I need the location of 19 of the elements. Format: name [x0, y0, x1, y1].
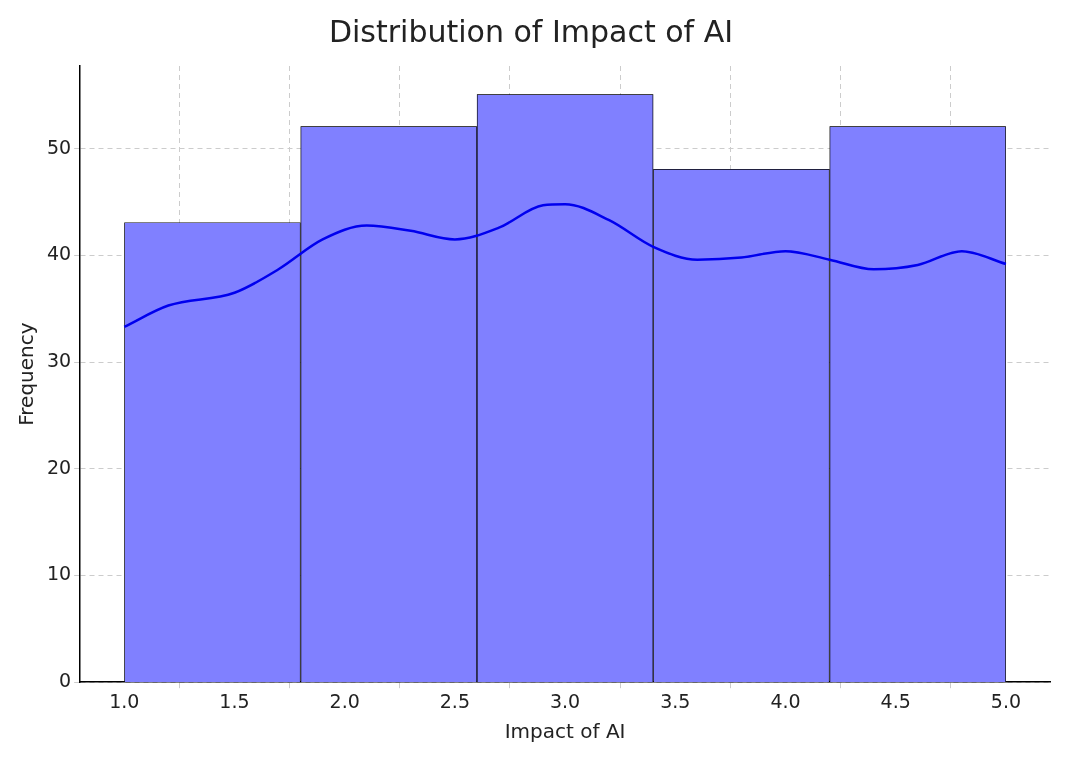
- x-tick-label: 2.0: [329, 689, 360, 712]
- chart-title: Distribution of Impact of AI: [328, 13, 734, 49]
- x-tick-label: 3.5: [660, 689, 691, 712]
- x-tick-label: 3.0: [549, 689, 581, 712]
- x-tick-label: 1.5: [219, 689, 250, 712]
- x-tick-label: 4.0: [770, 689, 801, 712]
- y-tick-label: 40: [46, 242, 72, 265]
- y-axis-title: Frequency: [14, 322, 39, 426]
- x-axis-title: Impact of AI: [504, 719, 626, 744]
- y-tick-label: 30: [46, 349, 72, 372]
- line-series: [123, 202, 1008, 329]
- y-tick-label: 20: [46, 455, 72, 478]
- x-tick-label: 2.5: [439, 689, 470, 712]
- y-tick-label: 50: [46, 135, 72, 158]
- x-tick-label: 1.0: [109, 689, 140, 712]
- x-tick-label: 5.0: [990, 689, 1022, 712]
- x-tick-label: 4.5: [880, 689, 911, 712]
- y-tick-label: 0: [59, 669, 72, 692]
- y-tick-label: 10: [46, 562, 72, 585]
